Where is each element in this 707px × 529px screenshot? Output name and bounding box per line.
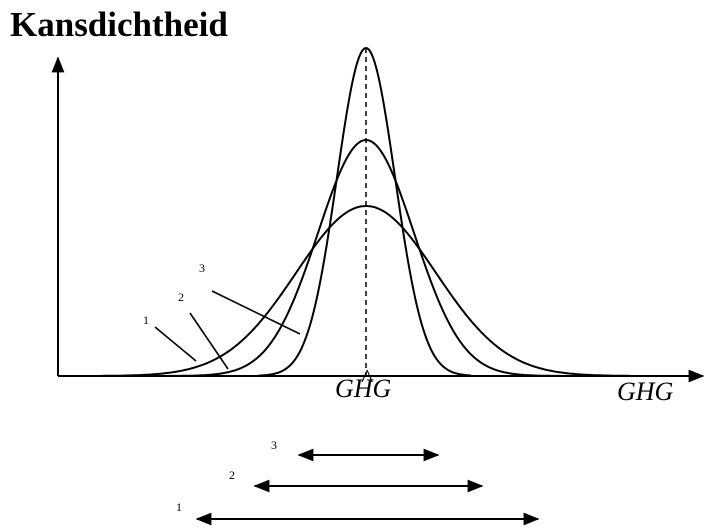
curve-label-3: 3 [199,261,205,275]
hat-mark: ^ [361,364,374,393]
pointer-line-2 [189,312,229,370]
pointer-line-3 [211,290,301,335]
center-label: GHG [335,374,392,403]
pointer-line-1 [154,326,197,362]
density-curve-3 [257,46,472,377]
range-label-1: 1 [176,500,182,514]
diagram-title: Kansdichtheid [10,5,228,44]
range-label-3: 3 [271,438,277,452]
x-axis-label: GHG [617,377,674,406]
density-curve-1 [100,205,630,377]
density-curve-2 [170,138,560,377]
curve-label-2: 2 [178,290,184,304]
range-label-2: 2 [229,468,235,482]
curve-label-1: 1 [143,313,149,327]
